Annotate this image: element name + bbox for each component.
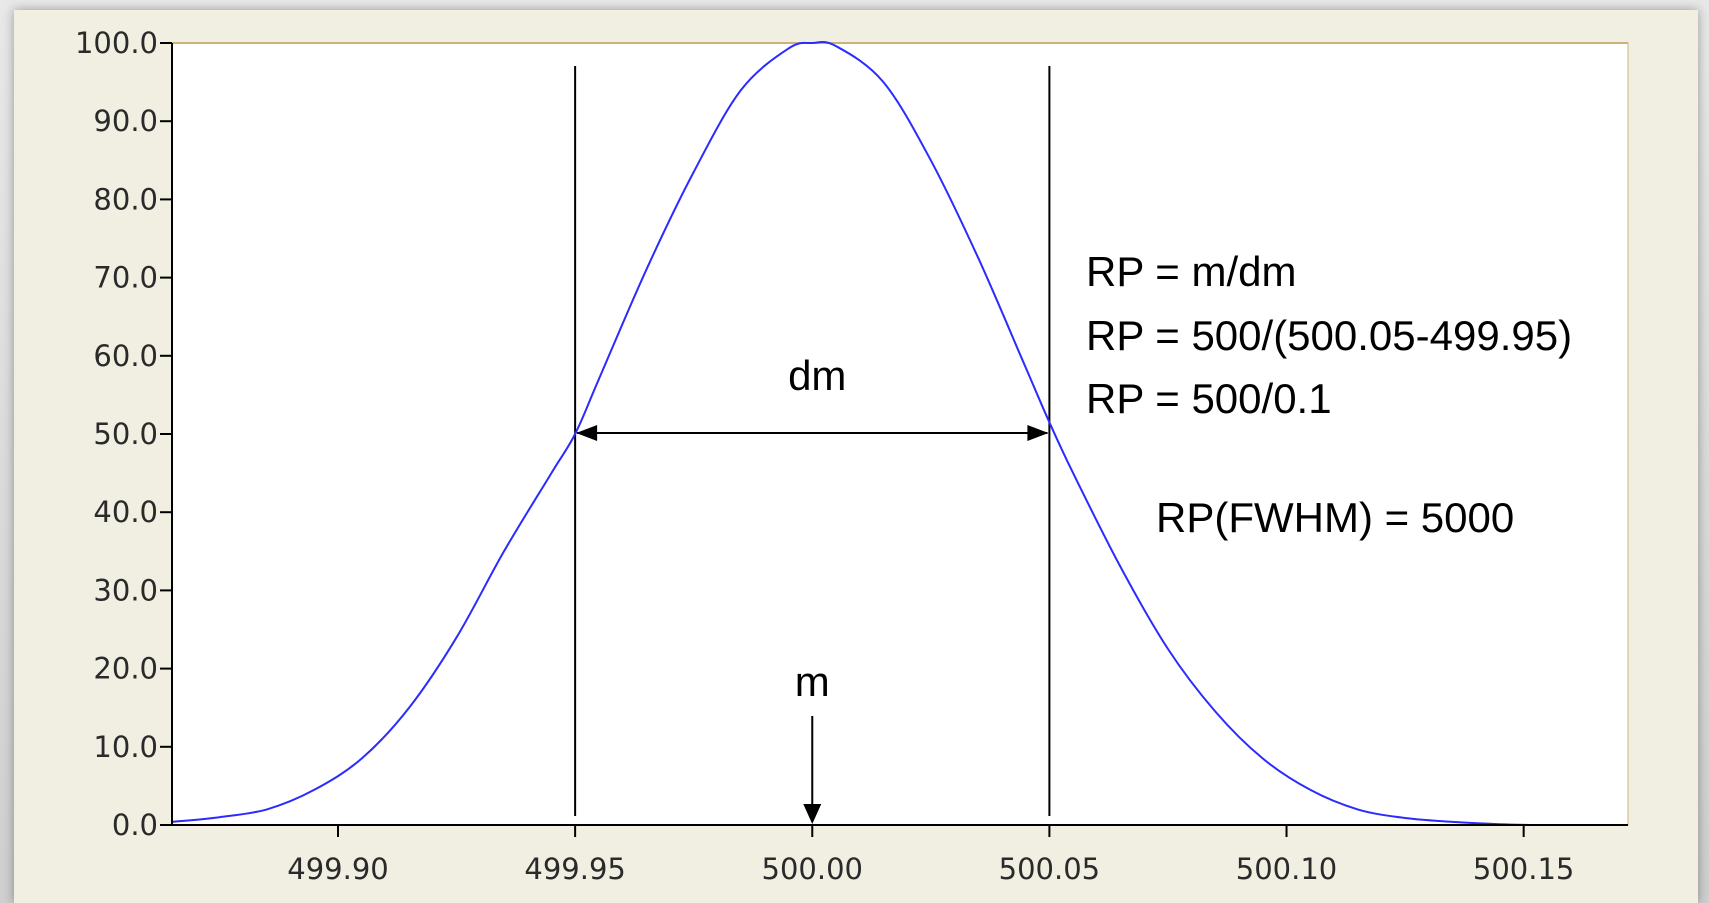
dm-label: dm [788,352,846,399]
peak-curve [171,40,1534,826]
y-tick-label: 80.0 [93,182,158,216]
fwhm-width-arrow [576,425,1049,441]
formula-line-3: RP = 500/0.1 [1086,375,1332,422]
x-tick-label: 499.95 [524,852,625,886]
m-label: m [795,658,830,705]
x-tick-label: 499.90 [287,852,388,886]
y-tick-label: 90.0 [93,104,158,138]
y-tick-label: 100.0 [75,26,158,60]
resolution-chart: 499.90 499.95 500.00 500.05 500.10 500.15 0.0… [75,26,1629,886]
formula-line-1: RP = m/dm [1086,248,1296,295]
x-tick-label: 500.15 [1473,852,1574,886]
x-tick-label: 500.05 [999,852,1100,886]
y-tick-label: 30.0 [93,573,158,607]
y-tick-label: 60.0 [93,339,158,373]
chart-panel: 499.90 499.95 500.00 500.05 500.10 500.15 0.0… [14,10,1698,903]
y-tick-label: 20.0 [93,652,158,686]
y-axis-ticks: 0.0 10.0 20.0 30.0 40.0 50.0 60.0 70.0 80.0 90.0 1… [75,26,172,842]
arrow-head-left [576,425,598,441]
x-axis-ticks: 499.90 499.95 500.00 500.05 500.10 500.15 [287,825,1574,886]
m-arrow-head [803,804,822,824]
y-tick-label: 50.0 [93,417,158,451]
y-tick-label: 0.0 [112,808,158,842]
y-tick-label: 40.0 [93,495,158,529]
fwhm-markers [574,66,1051,816]
formula-line-2: RP = 500/(500.05-499.95) [1086,312,1572,359]
x-tick-label: 500.00 [762,852,863,886]
x-tick-label: 500.10 [1236,852,1337,886]
y-tick-label: 70.0 [93,261,158,295]
m-arrow [803,716,822,824]
y-tick-label: 10.0 [93,730,158,764]
arrow-head-right [1027,425,1049,441]
rp-result: RP(FWHM) = 5000 [1156,494,1514,541]
